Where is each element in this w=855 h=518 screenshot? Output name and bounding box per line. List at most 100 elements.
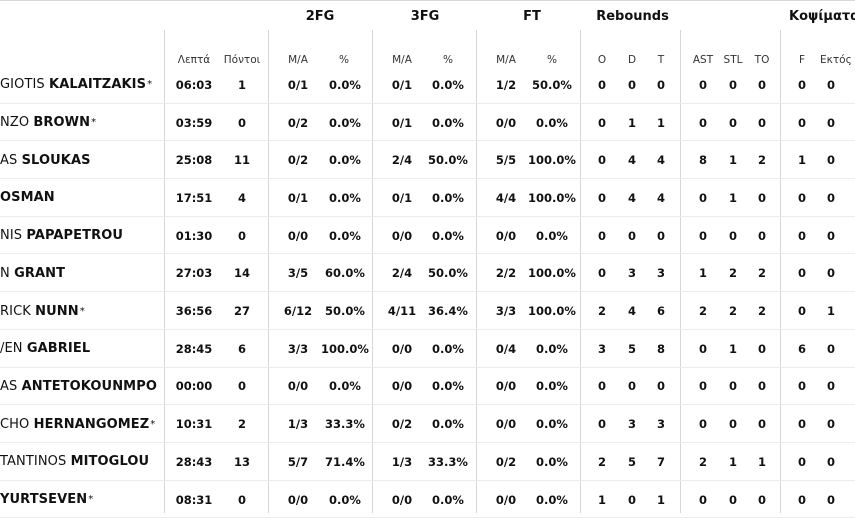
points-cell: 0	[237, 492, 246, 507]
player-last-name: OSMAN	[0, 190, 55, 206]
ast-cell: 0	[698, 115, 707, 130]
ft-pct-cell: 0.0%	[536, 417, 568, 432]
row-divider	[0, 404, 855, 406]
player-name[interactable]: YURTSEVEN *	[0, 481, 164, 518]
fg2-pct-cell: 0.0%	[329, 190, 361, 205]
reb-d-cell: 1	[627, 115, 636, 130]
player-first-name: GIOTIS	[0, 77, 45, 93]
starter-mark: *	[79, 305, 85, 317]
player-name[interactable]: AS ANTETOKOUNMPO	[0, 368, 164, 406]
fouls-drawn-cell: 0	[826, 115, 835, 130]
col-header-stl: STL	[723, 54, 743, 66]
minutes-cell: 00:00	[175, 379, 213, 394]
fouls-drawn-cell: 0	[826, 492, 835, 507]
ft-pct-cell: 100.0%	[528, 266, 576, 281]
table-row: CHO HERNANGOMEZ * 10:31 2 1/3 33.3% 0/2 0.0% 0/0…	[0, 405, 855, 443]
row-divider	[0, 253, 855, 255]
stl-cell: 2	[728, 304, 737, 319]
minutes-cell: 28:45	[175, 341, 213, 356]
stl-cell: 1	[728, 454, 737, 469]
fg3-made-attempted-cell: 2/4	[391, 266, 413, 281]
reb-t-cell: 6	[656, 304, 665, 319]
fg2-pct-cell: 71.4%	[325, 454, 365, 469]
player-last-name: MITOGLOU	[70, 454, 150, 470]
ast-cell: 0	[698, 417, 707, 432]
stl-cell: 0	[728, 492, 737, 507]
player-name[interactable]: N GRANT	[0, 255, 164, 293]
fg2-made-attempted-cell: 3/5	[287, 266, 309, 281]
fg3-pct-cell: 36.4%	[428, 304, 468, 319]
points-cell: 27	[233, 304, 250, 319]
fg3-pct-cell: 0.0%	[432, 417, 464, 432]
starter-mark: *	[91, 117, 97, 129]
reb-t-cell: 1	[656, 115, 665, 130]
points-cell: 13	[233, 454, 250, 469]
fg2-pct-cell: 0.0%	[329, 228, 361, 243]
player-last-name: PAPAPETROU	[26, 228, 124, 244]
fouls-cell: 0	[797, 379, 806, 394]
to-cell: 0	[757, 417, 766, 432]
fouls-cell: 0	[797, 492, 806, 507]
col-header-2fg-ma: Μ/Α	[288, 54, 308, 66]
fg3-made-attempted-cell: 0/0	[391, 379, 413, 394]
minutes-cell: 25:08	[175, 153, 213, 168]
fg3-made-attempted-cell: 0/0	[391, 341, 413, 356]
ft-made-attempted-cell: 0/0	[495, 492, 517, 507]
player-name[interactable]: /EN GABRIEL	[0, 330, 164, 368]
row-divider	[0, 441, 855, 443]
player-first-name: /EN	[0, 341, 23, 357]
ft-pct-cell: 50.0%	[532, 77, 572, 92]
player-name[interactable]: RICK NUNN *	[0, 292, 164, 330]
to-cell: 0	[757, 341, 766, 356]
player-name[interactable]: NIS PAPAPETROU	[0, 217, 164, 255]
to-cell: 0	[757, 492, 766, 507]
fouls-cell: 0	[797, 190, 806, 205]
reb-o-cell: 0	[597, 417, 606, 432]
fg2-pct-cell: 100.0%	[321, 341, 369, 356]
fouls-cell: 0	[797, 115, 806, 130]
fg2-made-attempted-cell: 0/1	[287, 190, 309, 205]
minutes-cell: 08:31	[175, 492, 213, 507]
row-divider	[0, 291, 855, 293]
fouls-drawn-cell: 0	[826, 77, 835, 92]
fg2-made-attempted-cell: 0/0	[287, 379, 309, 394]
fg3-pct-cell: 50.0%	[428, 153, 468, 168]
ft-made-attempted-cell: 2/2	[495, 266, 517, 281]
player-first-name: AS	[0, 152, 18, 168]
fg2-pct-cell: 0.0%	[329, 115, 361, 130]
ast-cell: 0	[698, 492, 707, 507]
starter-mark: *	[150, 418, 156, 430]
player-name[interactable]: TANTINOS MITOGLOU	[0, 443, 164, 481]
row-divider	[0, 366, 855, 368]
col-header-points: Πόντοι	[223, 54, 261, 66]
to-cell: 0	[757, 228, 766, 243]
stl-cell: 1	[728, 153, 737, 168]
player-name[interactable]: NZO BROWN *	[0, 104, 164, 142]
ft-pct-cell: 0.0%	[536, 228, 568, 243]
ft-made-attempted-cell: 3/3	[495, 304, 517, 319]
col-header-f: F	[798, 54, 806, 66]
reb-t-cell: 4	[656, 190, 665, 205]
player-name[interactable]: CHO HERNANGOMEZ *	[0, 405, 164, 443]
ft-made-attempted-cell: 0/0	[495, 379, 517, 394]
fouls-cell: 0	[797, 266, 806, 281]
ast-cell: 0	[698, 228, 707, 243]
reb-o-cell: 0	[597, 190, 606, 205]
player-name[interactable]: AS SLOUKAS	[0, 141, 164, 179]
fg2-pct-cell: 33.3%	[325, 417, 365, 432]
column-divider	[164, 30, 165, 513]
points-cell: 2	[237, 417, 246, 432]
fouls-drawn-cell: 0	[826, 454, 835, 469]
column-divider	[268, 30, 269, 513]
to-cell: 0	[757, 379, 766, 394]
column-divider	[476, 30, 477, 513]
fouls-drawn-cell: 0	[826, 341, 835, 356]
starter-mark: *	[147, 79, 153, 91]
fg3-made-attempted-cell: 1/3	[391, 454, 413, 469]
player-name[interactable]: GIOTIS KALAITZAKIS *	[0, 66, 164, 104]
fouls-drawn-cell: 1	[826, 304, 835, 319]
reb-d-cell: 0	[627, 77, 636, 92]
player-last-name: ANTETOKOUNMPO	[21, 378, 157, 394]
fg3-made-attempted-cell: 0/1	[391, 115, 413, 130]
player-name[interactable]: OSMAN	[0, 179, 164, 217]
